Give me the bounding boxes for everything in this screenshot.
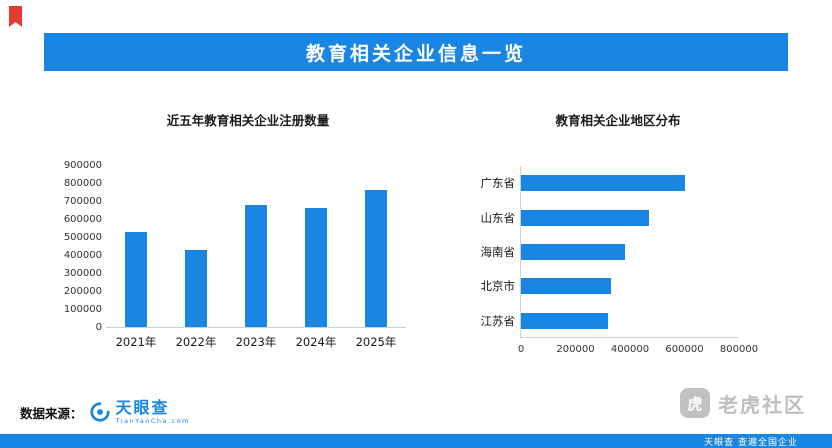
y-axis-category-label: 江苏省 [480,313,516,328]
x-axis-tick-label: 200000 [556,344,595,355]
chart1-title: 近五年教育相关企业注册数量 [166,113,330,128]
chart1-plot-area: 0 100000 200000 300000 400000 500000 600000 700… [64,160,406,349]
tiger-logo-icon: 虎 [680,388,710,418]
tiger-community-watermark: 虎 老虎社区 [680,388,806,418]
y-axis-tick-label: 300000 [63,268,102,279]
x-axis-tick-label: 400000 [610,344,650,355]
bar-2025年 [365,190,387,327]
x-axis-category-label: 2022年 [175,335,217,349]
chart2-title: 教育相关企业地区分布 [555,113,681,128]
y-axis-tick-label: 900000 [63,160,102,171]
y-axis-tick-label: 200000 [63,286,102,297]
y-axis-tick-label: 600000 [63,214,102,225]
watermark-text: 老虎社区 [718,392,806,417]
y-axis-tick-label: 800000 [63,178,102,189]
y-axis-tick-label: 0 [95,322,102,333]
source-label: 数据来源： [20,405,83,421]
bar-2021年 [125,231,147,327]
x-axis-category-label: 2025年 [355,335,397,349]
chart2-plot-area: 广东省山东省海南省北京市江苏省 0 200000 400000 600000 800000 [481,166,758,355]
tianyancha-logo-name: 天眼查 [115,398,170,417]
tianyancha-logo-url: TianYanCha.com [115,417,190,425]
y-axis-category-label: 北京市 [480,279,516,294]
x-axis-tick-label: 600000 [665,344,704,355]
data-source-footer: 数据来源： 天眼查 TianYanCha.com [20,400,190,425]
tianyancha-logo-texts: 天眼查 TianYanCha.com [116,400,190,425]
banner: 教育相关企业信息一览 [44,33,788,71]
bar-2022年 [185,249,207,327]
tianyancha-eye-icon [89,402,110,422]
region-distribution-chart: 教育相关企业地区分布 广东省山东省海南省北京市江苏省 0 200000 400000 6… [468,110,798,370]
bottom-strip-text: 天眼查 查遍全国企业 [704,437,798,448]
y-axis-category-label: 广东省 [480,176,516,191]
bar-北京市 [521,278,611,295]
x-axis-tick-label: 800000 [719,344,759,355]
tianyancha-logo: 天眼查 TianYanCha.com [89,400,190,425]
x-axis-tick-label: 0 [517,344,525,355]
bar-2023年 [245,204,267,327]
x-axis-category-label: 2021年 [115,335,157,349]
y-axis-tick-label: 400000 [63,250,102,261]
x-axis-category-label: 2023年 [235,335,277,349]
bar-山东省 [521,209,650,226]
y-axis-tick-label: 100000 [63,304,102,315]
red-ribbon-icon [9,6,22,27]
bar-2024年 [305,208,327,327]
bottom-brand-strip: 天眼查 查遍全国企业 [0,434,832,448]
x-axis-category-label: 2024年 [295,335,337,349]
y-axis-tick-label: 500000 [63,232,102,243]
y-axis-tick-label: 700000 [63,196,102,207]
bar-江苏省 [521,312,609,329]
bar-广东省 [521,175,685,192]
bar-海南省 [521,244,625,260]
registration-count-chart: 近五年教育相关企业注册数量 0 100000 200000 300000 400000 5… [58,110,424,368]
y-axis-category-label: 山东省 [480,210,516,225]
banner-title: 教育相关企业信息一览 [305,42,526,65]
y-axis-category-label: 海南省 [480,245,516,259]
